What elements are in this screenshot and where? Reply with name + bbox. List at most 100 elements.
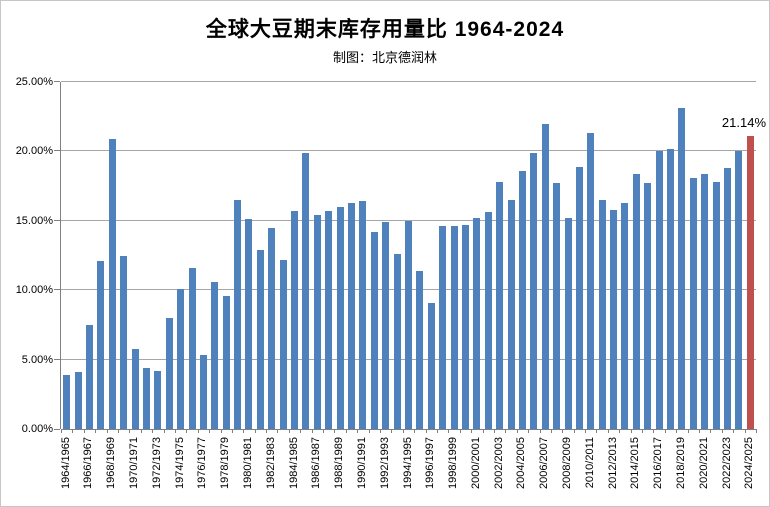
x-tick: [334, 429, 336, 433]
bar-1979/1980: [234, 199, 242, 429]
x-tick: [266, 429, 268, 433]
x-tick-label: 2012/2013: [606, 437, 619, 489]
x-tick: [528, 429, 530, 433]
gridline: [61, 219, 756, 221]
x-tick-label: 2010/2011: [583, 437, 596, 489]
x-tick: [140, 429, 142, 433]
x-tick: [607, 429, 609, 433]
x-tick: [231, 429, 233, 433]
x-tick: [687, 429, 689, 433]
x-tick: [380, 429, 382, 433]
bar-1996/1997: [427, 302, 435, 429]
x-tick-label: 1998/1999: [447, 437, 460, 489]
bar-1980/1981: [245, 219, 253, 429]
x-tick: [83, 429, 85, 433]
x-tick-label: 1990/1991: [355, 437, 368, 489]
x-tick-label: 1970/1971: [128, 437, 141, 489]
gridline: [61, 81, 756, 82]
bar-2007/2008: [553, 183, 561, 429]
x-tick-label: 1966/1967: [82, 437, 95, 489]
x-tick-label: 1984/1985: [287, 437, 300, 489]
x-tick: [699, 429, 701, 433]
y-tick: [54, 289, 60, 291]
bar-1973/1974: [165, 317, 173, 429]
x-tick: [174, 429, 176, 433]
x-tick: [414, 429, 416, 433]
bar-2008/2009: [564, 218, 572, 429]
x-tick: [562, 429, 564, 433]
bar-1965/1966: [74, 372, 82, 429]
bar-2013/2014: [621, 202, 629, 429]
bar-1978/1979: [222, 295, 230, 429]
bar-2014/2015: [632, 173, 640, 429]
x-tick: [425, 429, 427, 433]
y-tick-label: 25.00%: [15, 76, 53, 88]
x-tick: [619, 429, 621, 433]
bar-1968/1969: [108, 138, 116, 429]
bar-2022/2023: [724, 168, 732, 429]
data-label-2024-2025: 21.14%: [721, 114, 766, 130]
x-tick-label: 2020/2021: [697, 437, 710, 489]
x-tick: [744, 429, 746, 433]
x-tick: [368, 429, 370, 433]
bar-2005/2006: [530, 152, 538, 429]
x-tick: [493, 429, 495, 433]
x-tick: [642, 429, 644, 433]
bar-2011/2012: [598, 199, 606, 429]
bar-2016/2017: [655, 151, 663, 429]
bar-1995/1996: [416, 270, 424, 429]
bar-2006/2007: [541, 123, 549, 429]
x-tick: [345, 429, 347, 433]
y-tick-label: 20.00%: [15, 145, 53, 158]
x-tick-label: 2018/2019: [674, 437, 687, 489]
y-tick: [54, 81, 60, 82]
x-tick: [630, 429, 632, 433]
x-tick: [436, 429, 438, 433]
y-tick: [54, 429, 60, 430]
x-tick: [448, 429, 450, 433]
chart-subtitle: 制图：北京德润林: [332, 50, 437, 65]
bar-1974/1975: [177, 288, 185, 429]
x-tick: [288, 429, 290, 433]
x-tick: [243, 429, 245, 433]
bar-1971/1972: [142, 367, 150, 429]
x-tick-label: 1978/1979: [219, 437, 232, 489]
x-tick: [573, 429, 575, 433]
x-tick: [357, 429, 359, 433]
x-tick: [300, 429, 302, 433]
x-tick-label: 2000/2001: [469, 437, 482, 489]
x-tick: [596, 429, 598, 433]
bar-1977/1978: [211, 281, 219, 429]
y-tick-label: 0.00%: [21, 423, 53, 435]
x-tick: [220, 429, 222, 433]
bar-2019/2020: [689, 177, 697, 429]
x-tick: [721, 429, 723, 433]
x-tick-label: 1968/1969: [105, 437, 118, 489]
x-tick: [277, 429, 279, 433]
bar-2017/2018: [667, 148, 675, 429]
x-axis-line: [61, 429, 756, 430]
y-axis-line: [60, 82, 61, 429]
y-tick: [54, 219, 60, 221]
bar-1994/1995: [405, 220, 412, 429]
x-tick: [209, 429, 211, 433]
bar-2023/2024: [735, 151, 743, 429]
bar-1984/1985: [291, 211, 299, 429]
x-tick-label: 2014/2015: [629, 437, 642, 489]
bar-2024/2025: [746, 135, 754, 429]
chart-title: 全球大豆期末库存用量比 1964-2024: [205, 18, 565, 41]
x-tick: [664, 429, 666, 433]
x-tick-label: 1982/1983: [264, 437, 277, 489]
bar-1992/1993: [382, 222, 390, 429]
bar-1970/1971: [131, 348, 139, 429]
bar-1985/1986: [302, 152, 310, 429]
x-tick: [391, 429, 393, 433]
bar-1983/1984: [279, 259, 287, 429]
x-tick: [482, 429, 484, 433]
x-tick-label: 1994/1995: [401, 437, 414, 489]
bar-2000/2001: [473, 218, 481, 429]
bar-1988/1989: [336, 206, 344, 429]
x-tick-label: 2016/2017: [652, 437, 665, 489]
x-tick: [129, 429, 131, 433]
bar-2009/2010: [575, 166, 583, 429]
